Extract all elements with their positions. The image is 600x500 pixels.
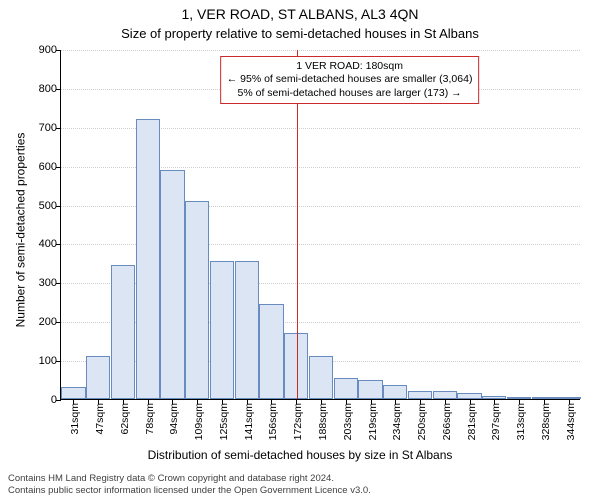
x-tick-label: 250sqm xyxy=(416,403,428,440)
histogram-bar xyxy=(358,380,382,399)
page-subtitle: Size of property relative to semi-detach… xyxy=(0,26,600,41)
x-tick-label: 109sqm xyxy=(193,403,205,440)
x-tick-label: 156sqm xyxy=(267,403,279,440)
histogram-bar xyxy=(284,333,308,399)
x-tick-label: 31sqm xyxy=(69,403,81,435)
y-axis-label-wrap: Number of semi-detached properties xyxy=(14,50,26,410)
x-tick-label: 344sqm xyxy=(565,403,577,440)
y-tick-label: 500 xyxy=(39,200,61,212)
page-title: 1, VER ROAD, ST ALBANS, AL3 4QN xyxy=(0,6,600,22)
histogram-bar xyxy=(408,391,432,399)
x-tick-label: 125sqm xyxy=(218,403,230,440)
histogram-bar xyxy=(86,356,110,399)
x-tick-label: 234sqm xyxy=(391,403,403,440)
x-tick-label: 297sqm xyxy=(490,403,502,440)
y-tick-label: 0 xyxy=(51,394,61,406)
x-tick-label: 328sqm xyxy=(540,403,552,440)
page: 1, VER ROAD, ST ALBANS, AL3 4QN Size of … xyxy=(0,0,600,500)
annotation-line3: 5% of semi-detached houses are larger (1… xyxy=(238,87,462,99)
histogram-bar xyxy=(433,391,457,399)
x-tick-label: 47sqm xyxy=(94,403,106,435)
footnote: Contains HM Land Registry data © Crown c… xyxy=(8,473,371,496)
y-tick-label: 900 xyxy=(39,44,61,56)
histogram-bar xyxy=(235,261,259,399)
histogram-bar xyxy=(111,265,135,399)
x-tick-label: 219sqm xyxy=(367,403,379,440)
x-tick-label: 78sqm xyxy=(144,403,156,435)
y-axis-label: Number of semi-detached properties xyxy=(13,133,27,328)
y-tick-label: 200 xyxy=(39,316,61,328)
histogram-bar xyxy=(309,356,333,399)
histogram-bar xyxy=(185,201,209,399)
x-tick-label: 94sqm xyxy=(168,403,180,435)
histogram-bar xyxy=(259,304,283,399)
footnote-line2: Contains public sector information licen… xyxy=(8,485,371,496)
y-tick-label: 400 xyxy=(39,238,61,250)
histogram-bar xyxy=(136,119,160,399)
chart-plot-area: 010020030040050060070080090031sqm47sqm62… xyxy=(60,50,580,400)
gridline xyxy=(61,50,580,51)
y-tick-label: 100 xyxy=(39,355,61,367)
annotation-box: 1 VER ROAD: 180sqm← 95% of semi-detached… xyxy=(220,56,480,103)
x-tick-label: 281sqm xyxy=(466,403,478,440)
y-tick-label: 600 xyxy=(39,161,61,173)
x-tick-label: 141sqm xyxy=(243,403,255,440)
histogram-bar xyxy=(210,261,234,399)
footnote-line1: Contains HM Land Registry data © Crown c… xyxy=(8,473,334,484)
y-tick-label: 300 xyxy=(39,277,61,289)
x-tick-label: 203sqm xyxy=(342,403,354,440)
x-axis-label: Distribution of semi-detached houses by … xyxy=(0,448,600,462)
y-tick-label: 700 xyxy=(39,122,61,134)
histogram-bar xyxy=(334,378,358,399)
x-tick-label: 266sqm xyxy=(441,403,453,440)
histogram-bar xyxy=(383,385,407,399)
x-tick-label: 172sqm xyxy=(292,403,304,440)
histogram-bar xyxy=(61,387,85,399)
x-tick-label: 188sqm xyxy=(317,403,329,440)
y-tick-label: 800 xyxy=(39,83,61,95)
x-tick-label: 313sqm xyxy=(515,403,527,440)
x-tick-label: 62sqm xyxy=(119,403,131,435)
annotation-line1: 1 VER ROAD: 180sqm xyxy=(296,60,403,72)
histogram-bar xyxy=(160,170,184,399)
annotation-line2: ← 95% of semi-detached houses are smalle… xyxy=(227,73,473,85)
